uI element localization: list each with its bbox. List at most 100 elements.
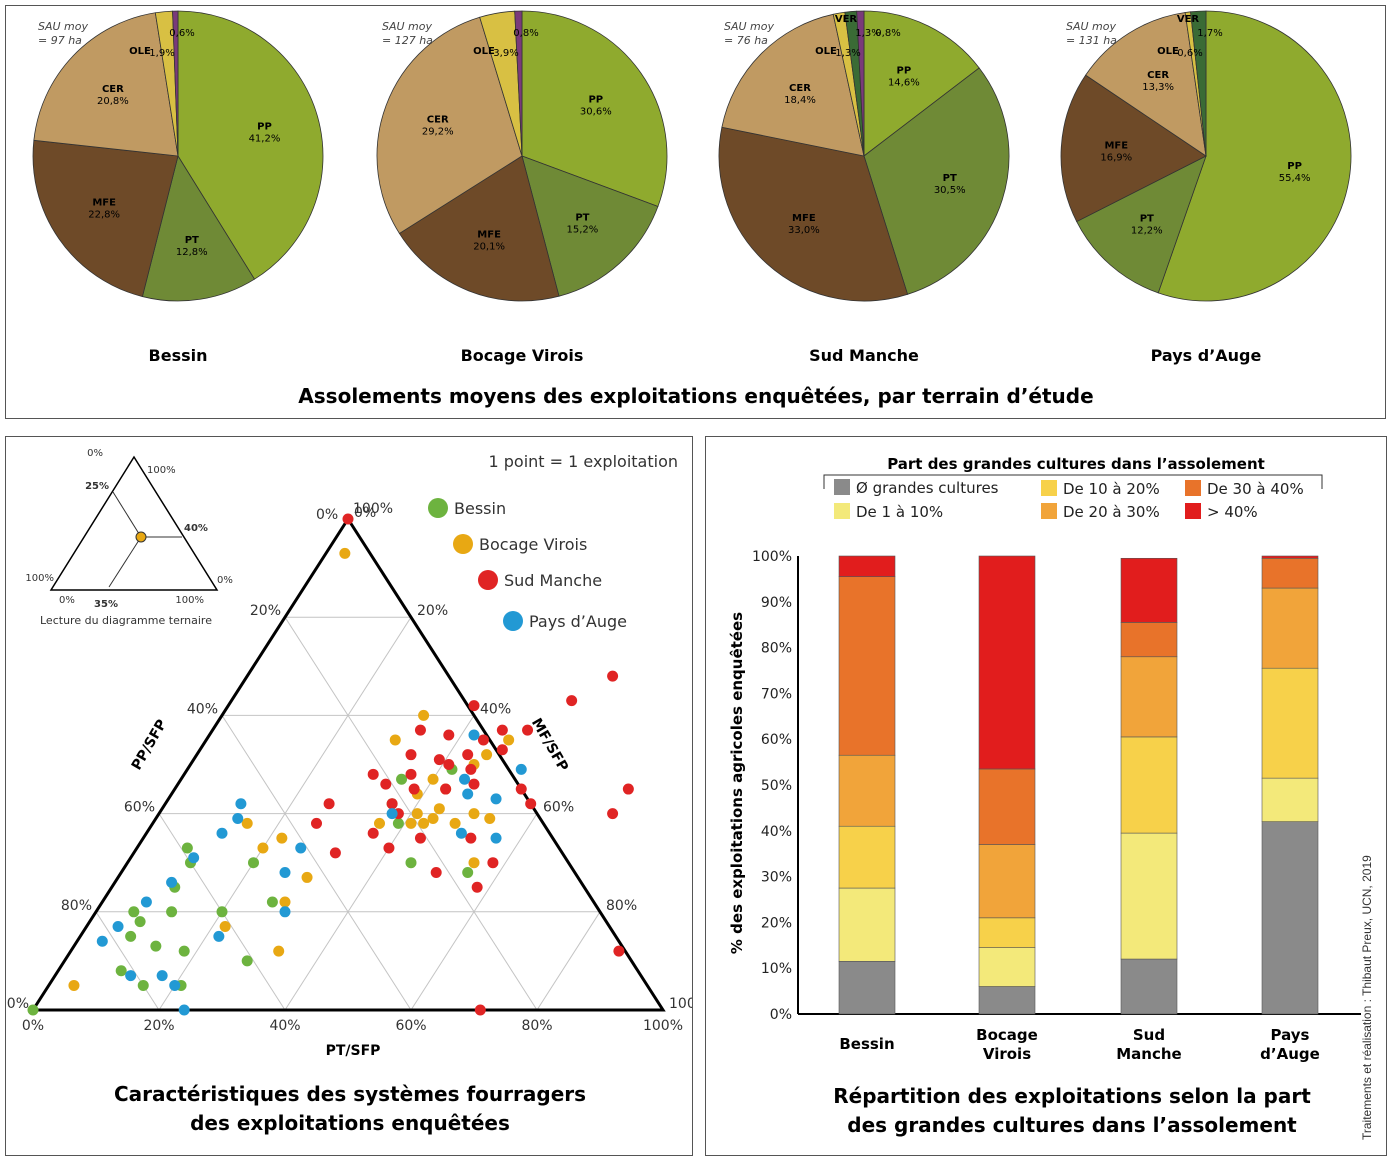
data-point bbox=[443, 759, 455, 770]
slice-label: PP bbox=[588, 95, 603, 106]
data-point bbox=[125, 970, 137, 982]
slice-percent: 20,1% bbox=[473, 242, 505, 253]
inset-triangle bbox=[49, 455, 219, 591]
data-point bbox=[216, 906, 228, 918]
pie-slice-pp bbox=[521, 10, 668, 208]
slice-percent: 18,4% bbox=[784, 95, 816, 106]
legend-label: De 20 à 30% bbox=[1063, 503, 1160, 521]
slice-percent: 33,0% bbox=[788, 225, 820, 236]
small-slice-label: OLE bbox=[129, 46, 151, 57]
pie-slice-pp bbox=[1157, 10, 1352, 302]
data-point bbox=[613, 945, 625, 957]
point-note: 1 point = 1 exploitation bbox=[488, 452, 678, 471]
sau-label: SAU moy bbox=[382, 20, 433, 33]
data-point bbox=[169, 979, 181, 991]
x-category-label: Sud bbox=[1133, 1026, 1165, 1044]
bar-segment bbox=[838, 887, 896, 962]
slice-label: CER bbox=[1147, 70, 1169, 81]
data-point bbox=[396, 773, 408, 785]
pie-panel: PP 41,2% PT 12,8% MFE 22,8% CER 20,8% OLE 1,9% 0,6… bbox=[5, 5, 1386, 419]
legend-swatch bbox=[1041, 503, 1057, 519]
bottom-tick: 80% bbox=[521, 1018, 552, 1034]
data-point bbox=[418, 817, 430, 829]
slice-label: CER bbox=[102, 84, 124, 95]
data-point bbox=[301, 871, 313, 883]
inset-arrow bbox=[108, 536, 142, 588]
data-point bbox=[232, 813, 244, 825]
data-point bbox=[248, 857, 259, 869]
pie-slice-cer bbox=[721, 13, 865, 157]
data-point bbox=[178, 945, 190, 957]
left-tick: 80% bbox=[61, 898, 92, 914]
data-point bbox=[273, 945, 285, 957]
grid-line bbox=[221, 715, 412, 1011]
data-point bbox=[380, 778, 392, 790]
top-tick-left: 0% bbox=[316, 507, 338, 523]
sau-value: = 127 ha bbox=[382, 34, 433, 47]
left-tick: 20% bbox=[250, 603, 281, 619]
data-point bbox=[455, 827, 467, 839]
top-tick-right: 100% bbox=[353, 501, 393, 517]
ternary-diagram: 0% 20% 40% 60% 80% 100% 100% 80% 60% 40% 20% 100% 80… bbox=[0, 448, 709, 1135]
pie-name: Pays d’Auge bbox=[1151, 346, 1262, 365]
legend-swatch bbox=[1185, 480, 1201, 496]
data-point bbox=[427, 773, 439, 785]
data-point bbox=[178, 1004, 190, 1016]
data-point bbox=[125, 930, 137, 942]
data-point bbox=[449, 817, 461, 829]
bar-segment bbox=[978, 986, 1036, 1015]
data-point bbox=[367, 768, 379, 780]
y-tick: 100% bbox=[752, 549, 792, 565]
small-slice-label: OLE bbox=[1157, 46, 1179, 57]
slice-percent: 22,8% bbox=[88, 209, 120, 220]
slice-label: CER bbox=[789, 83, 811, 94]
data-point bbox=[525, 798, 537, 810]
data-point bbox=[468, 778, 480, 790]
slice-label: PT bbox=[185, 235, 199, 246]
bar-segment bbox=[978, 768, 1036, 845]
pie-slice-other bbox=[514, 10, 523, 157]
data-point bbox=[235, 798, 247, 810]
pie-slice-pt bbox=[1076, 155, 1207, 294]
data-point bbox=[465, 763, 477, 775]
bars-title-line: Répartition des exploitations selon la p… bbox=[833, 1084, 1311, 1108]
y-axis-title: % des exploitations agricoles enquêtées bbox=[728, 612, 746, 954]
y-tick: 90% bbox=[761, 595, 792, 611]
pie-slice-pp bbox=[177, 10, 324, 280]
slice-label: PP bbox=[257, 121, 272, 132]
data-point bbox=[433, 754, 445, 766]
data-point bbox=[496, 724, 508, 736]
data-point bbox=[392, 817, 404, 829]
data-point bbox=[279, 906, 291, 918]
data-point bbox=[323, 798, 335, 810]
data-point bbox=[241, 955, 253, 967]
data-point bbox=[496, 744, 508, 756]
right-tick: 40% bbox=[480, 701, 511, 717]
small-slice-percent: 3,9% bbox=[493, 48, 518, 59]
x-category-label: Bessin bbox=[839, 1035, 894, 1053]
y-tick: 30% bbox=[761, 870, 792, 886]
slice-label: PP bbox=[897, 65, 912, 76]
bar-segment bbox=[1261, 821, 1319, 1015]
bar-segment bbox=[1120, 622, 1178, 658]
slice-percent: 30,5% bbox=[934, 185, 966, 196]
small-slice-label: VER bbox=[1177, 14, 1200, 25]
right-tick: 100% bbox=[669, 996, 692, 1012]
legend-label: Sud Manche bbox=[504, 571, 602, 590]
x-category-label: Pays bbox=[1271, 1026, 1310, 1044]
data-point bbox=[140, 896, 152, 908]
slice-label: MFE bbox=[1104, 141, 1128, 152]
x-category-label: Bocage bbox=[976, 1026, 1038, 1044]
data-point bbox=[339, 547, 351, 559]
data-point bbox=[468, 700, 480, 712]
pie-name: Bessin bbox=[149, 346, 208, 365]
slice-percent: 15,2% bbox=[567, 225, 599, 236]
small-slice-percent: 1,3% bbox=[835, 48, 860, 59]
data-point bbox=[156, 970, 168, 982]
pie-slice-pt bbox=[863, 67, 1010, 295]
y-tick: 80% bbox=[761, 641, 792, 657]
data-point bbox=[522, 724, 534, 736]
grid-line bbox=[410, 813, 538, 1011]
legend-label: De 30 à 40% bbox=[1207, 480, 1304, 498]
data-point bbox=[405, 749, 417, 761]
